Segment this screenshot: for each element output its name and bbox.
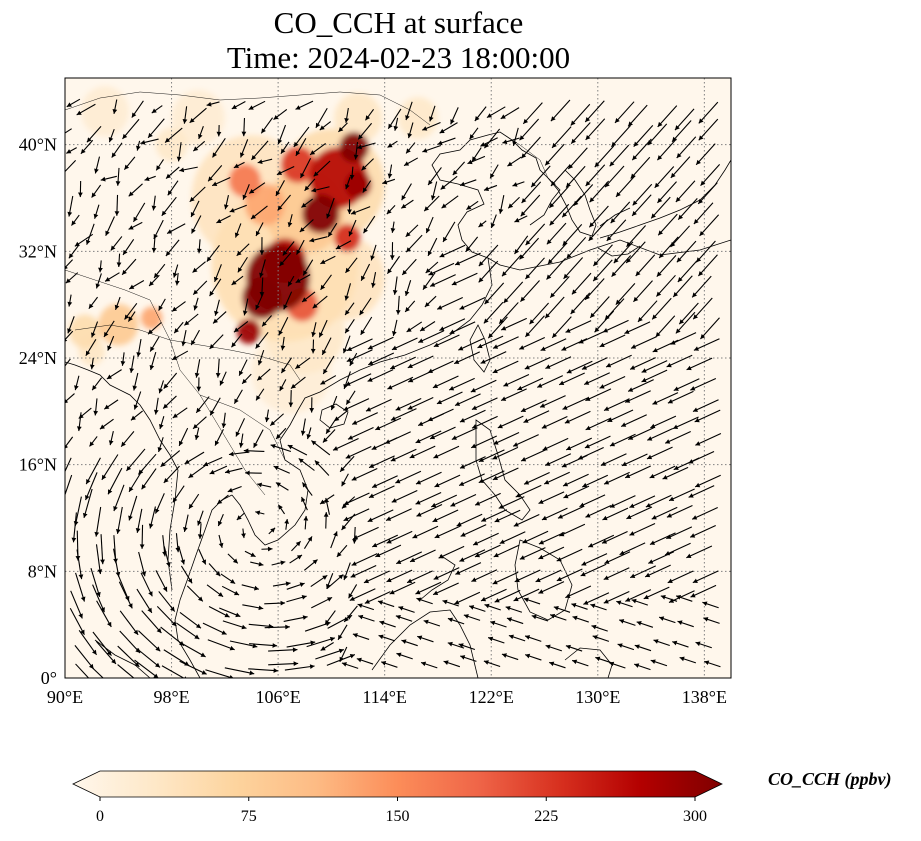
lat-tick-label: 32°N	[19, 241, 57, 261]
colorbar-label: CO_CCH (ppbv)	[768, 769, 892, 790]
lon-tick-label: 90°E	[47, 687, 83, 707]
concentration-blob-17	[229, 164, 261, 198]
concentration-blob-12	[69, 315, 101, 349]
colorbar-tick-label: 150	[386, 808, 410, 825]
lon-tick-label: 114°E	[362, 687, 407, 707]
lon-tick-label: 130°E	[575, 687, 620, 707]
lat-tick-label: 8°N	[28, 561, 57, 581]
colorbar: 0 75 150 225 300	[73, 771, 722, 825]
concentration-blob-23	[237, 319, 261, 344]
concentration-blob-5	[156, 128, 188, 162]
lon-tick-label: 106°E	[256, 687, 301, 707]
colorbar-tick-label: 225	[534, 808, 558, 825]
lon-tick-label: 138°E	[682, 687, 727, 707]
concentration-blob-1	[81, 86, 129, 136]
lon-tick-label: 98°E	[153, 687, 189, 707]
map-panel: 90°E 98°E 106°E 114°E 122°E 130°E 138°E 0° 8°N 16…	[19, 78, 731, 707]
colorbar-tick-label: 75	[241, 808, 257, 825]
concentration-blob-24	[345, 171, 372, 199]
concentration-blob-27	[339, 132, 368, 163]
colorbar-tick-label: 0	[96, 808, 104, 825]
lat-tick-label: 40°N	[19, 135, 57, 155]
lat-tick-label: 0°	[41, 668, 57, 688]
lat-tick-label: 24°N	[19, 348, 57, 368]
lon-tick-label: 122°E	[469, 687, 514, 707]
colorbar-ticks: 0 75 150 225 300	[96, 797, 707, 825]
lat-tick-label: 16°N	[19, 455, 57, 475]
colorbar-gradient	[73, 771, 722, 797]
colorbar-tick-label: 300	[683, 808, 707, 825]
